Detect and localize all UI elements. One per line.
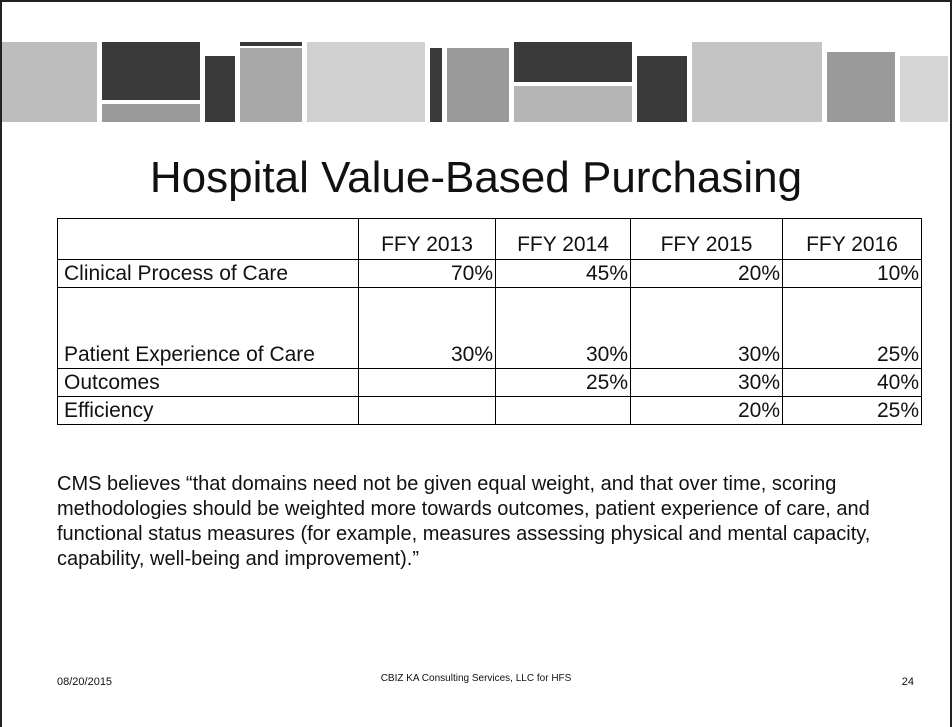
banner-photo (240, 48, 302, 122)
banner-block (240, 42, 302, 46)
row-label: Efficiency (57, 396, 359, 425)
column-header: FFY 2016 (782, 218, 922, 260)
cell-value: 25% (782, 396, 922, 425)
cell-value: 30% (495, 287, 631, 369)
table-row: Patient Experience of Care 30% 30% 30% 25% (57, 287, 922, 369)
table-row: Outcomes 25% 30% 40% (57, 368, 922, 397)
banner-photo (900, 56, 948, 122)
table-row: Clinical Process of Care 70% 45% 20% 10% (57, 259, 922, 288)
banner-block (827, 52, 895, 122)
banner-block (102, 42, 200, 100)
photo-banner (2, 42, 948, 122)
table-row: Efficiency 20% 25% (57, 396, 922, 425)
cell-value: 30% (630, 368, 783, 397)
row-label: Outcomes (57, 368, 359, 397)
banner-photo (692, 42, 822, 122)
banner-block (430, 48, 442, 122)
cell-value: 25% (495, 368, 631, 397)
footer-source: CBIZ KA Consulting Services, LLC for HFS (380, 673, 572, 684)
cell-value (495, 396, 631, 425)
column-header: FFY 2013 (358, 218, 496, 260)
cell-value (358, 368, 496, 397)
row-label: Clinical Process of Care (57, 259, 359, 288)
footer-date: 08/20/2015 (57, 676, 113, 688)
header-row: FFY 2013 FFY 2014 FFY 2015 FFY 2016 (57, 218, 922, 260)
banner-block (447, 48, 509, 122)
cell-value: 70% (358, 259, 496, 288)
column-header: FFY 2015 (630, 218, 783, 260)
cell-value: 20% (630, 259, 783, 288)
cell-value (358, 396, 496, 425)
cell-value: 30% (358, 287, 496, 369)
cell-value: 25% (782, 287, 922, 369)
banner-block (514, 42, 632, 82)
column-header: FFY 2014 (495, 218, 631, 260)
cell-value: 45% (495, 259, 631, 288)
banner-block (205, 56, 235, 122)
cell-value: 30% (630, 287, 783, 369)
weights-table: FFY 2013 FFY 2014 FFY 2015 FFY 2016 Clinical… (57, 218, 922, 425)
banner-photo (307, 42, 425, 122)
banner-photo (514, 86, 632, 122)
column-header (57, 218, 359, 260)
banner-photo (2, 42, 97, 122)
slide-title: Hospital Value-Based Purchasing (149, 153, 803, 202)
cell-value: 40% (782, 368, 922, 397)
body-paragraph: CMS believes “that domains need not be g… (57, 473, 871, 570)
banner-block (637, 56, 687, 122)
cell-value: 20% (630, 396, 783, 425)
page-number: 24 (901, 676, 914, 688)
row-label: Patient Experience of Care (57, 287, 359, 369)
banner-block (102, 104, 200, 122)
cell-value: 10% (782, 259, 922, 288)
